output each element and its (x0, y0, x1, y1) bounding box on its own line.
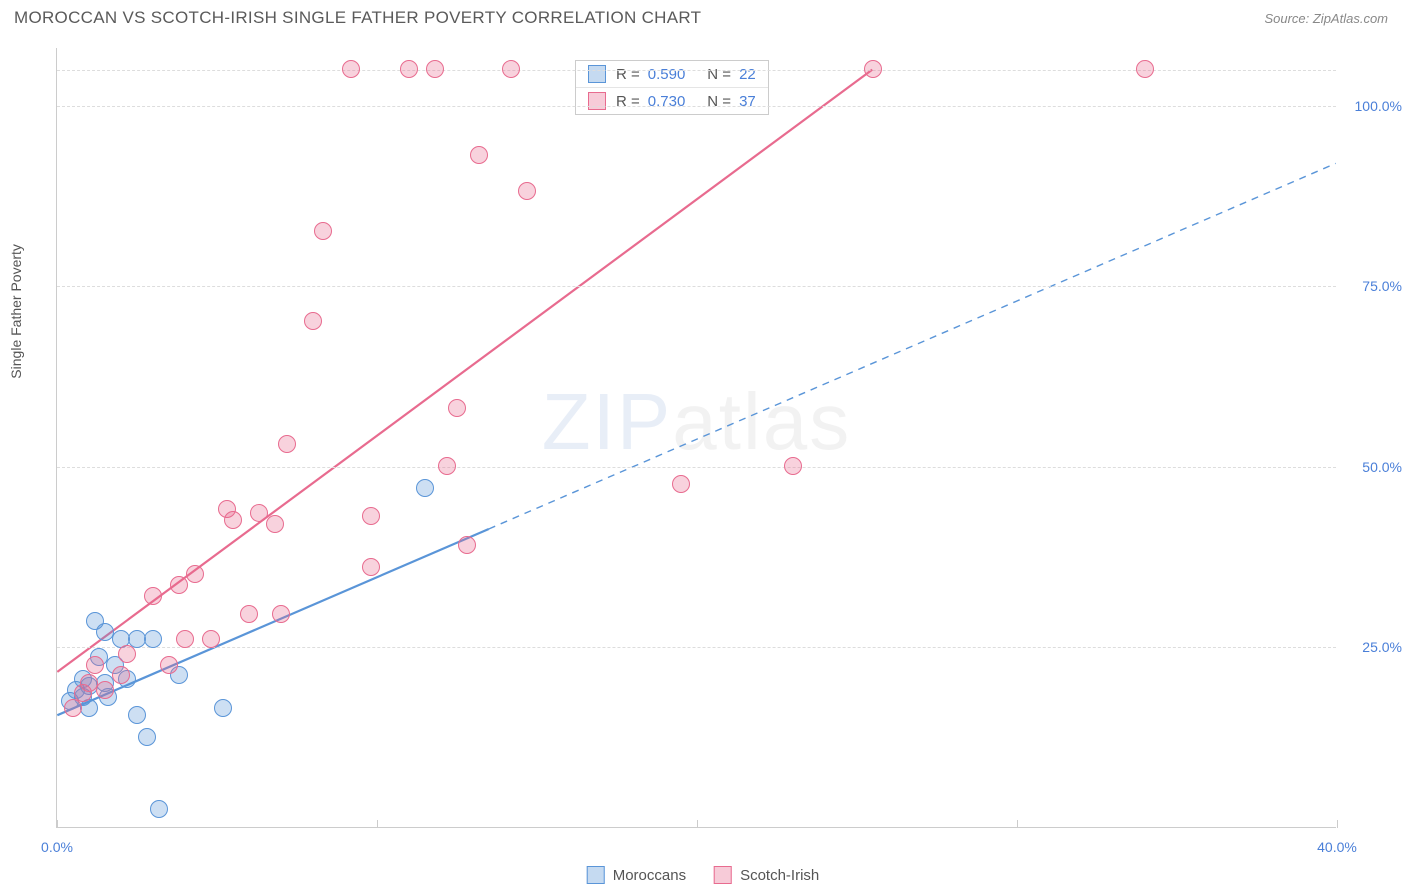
x-tick-label: 0.0% (41, 839, 73, 855)
y-tick-label: 100.0% (1355, 98, 1402, 114)
plot-region: ZIPatlas R =0.590N =22R =0.730N =37 25.0… (56, 48, 1336, 828)
data-point (224, 511, 242, 529)
y-tick-label: 50.0% (1362, 459, 1402, 475)
data-point (128, 706, 146, 724)
data-point (118, 645, 136, 663)
data-point (502, 60, 520, 78)
data-point (250, 504, 268, 522)
data-point (470, 146, 488, 164)
data-point (272, 605, 290, 623)
gridline (57, 467, 1336, 468)
r-value: 0.730 (648, 93, 686, 110)
data-point (314, 222, 332, 240)
data-point (448, 399, 466, 417)
gridline (57, 286, 1336, 287)
data-point (426, 60, 444, 78)
y-axis-label: Single Father Poverty (8, 244, 24, 379)
legend-label: Scotch-Irish (740, 867, 819, 884)
data-point (86, 656, 104, 674)
data-point (458, 536, 476, 554)
legend-swatch (714, 866, 732, 884)
data-point (138, 728, 156, 746)
legend-item: Moroccans (587, 866, 686, 884)
data-point (160, 656, 178, 674)
r-label: R = (616, 66, 640, 83)
gridline (57, 647, 1336, 648)
data-point (266, 515, 284, 533)
data-point (240, 605, 258, 623)
legend-swatch (587, 866, 605, 884)
stats-legend-row: R = 0.730 N = 37 (576, 87, 768, 114)
data-point (416, 479, 434, 497)
data-point (400, 60, 418, 78)
x-tick (57, 820, 58, 828)
data-point (784, 457, 802, 475)
chart-source: Source: ZipAtlas.com (1264, 11, 1388, 26)
y-tick-label: 25.0% (1362, 639, 1402, 655)
data-point (278, 435, 296, 453)
data-point (438, 457, 456, 475)
n-label: N = (707, 93, 731, 110)
watermark-zip: ZIP (542, 377, 672, 466)
r-label: R = (616, 93, 640, 110)
data-point (150, 800, 168, 818)
x-tick-label: 40.0% (1317, 839, 1357, 855)
data-point (342, 60, 360, 78)
data-point (202, 630, 220, 648)
watermark-atlas: atlas (672, 377, 851, 466)
x-tick (377, 820, 378, 828)
data-point (362, 507, 380, 525)
legend-swatch (588, 65, 606, 83)
chart-area: Single Father Poverty ZIPatlas R =0.590N… (56, 48, 1336, 828)
chart-header: MOROCCAN VS SCOTCH-IRISH SINGLE FATHER P… (0, 0, 1406, 32)
watermark: ZIPatlas (542, 376, 851, 468)
data-point (304, 312, 322, 330)
n-label: N = (707, 66, 731, 83)
chart-title: MOROCCAN VS SCOTCH-IRISH SINGLE FATHER P… (14, 8, 701, 28)
gridline (57, 106, 1336, 107)
data-point (186, 565, 204, 583)
data-point (1136, 60, 1154, 78)
stats-legend-row: R = 0.590 N = 22 (576, 61, 768, 87)
r-value: 0.590 (648, 66, 686, 83)
trend-lines-svg (57, 48, 1336, 827)
data-point (518, 182, 536, 200)
y-tick-label: 75.0% (1362, 278, 1402, 294)
data-point (144, 630, 162, 648)
trendline-solid (57, 529, 488, 715)
x-tick (697, 820, 698, 828)
n-value: 37 (739, 93, 756, 110)
n-value: 22 (739, 66, 756, 83)
legend-swatch (588, 92, 606, 110)
x-tick (1017, 820, 1018, 828)
data-point (144, 587, 162, 605)
trendline-dashed (489, 163, 1336, 529)
data-point (176, 630, 194, 648)
data-point (170, 576, 188, 594)
data-point (112, 666, 130, 684)
series-legend: Moroccans Scotch-Irish (587, 866, 820, 884)
legend-item: Scotch-Irish (714, 866, 819, 884)
data-point (362, 558, 380, 576)
data-point (214, 699, 232, 717)
legend-label: Moroccans (613, 867, 686, 884)
data-point (96, 681, 114, 699)
data-point (864, 60, 882, 78)
x-tick (1337, 820, 1338, 828)
data-point (672, 475, 690, 493)
